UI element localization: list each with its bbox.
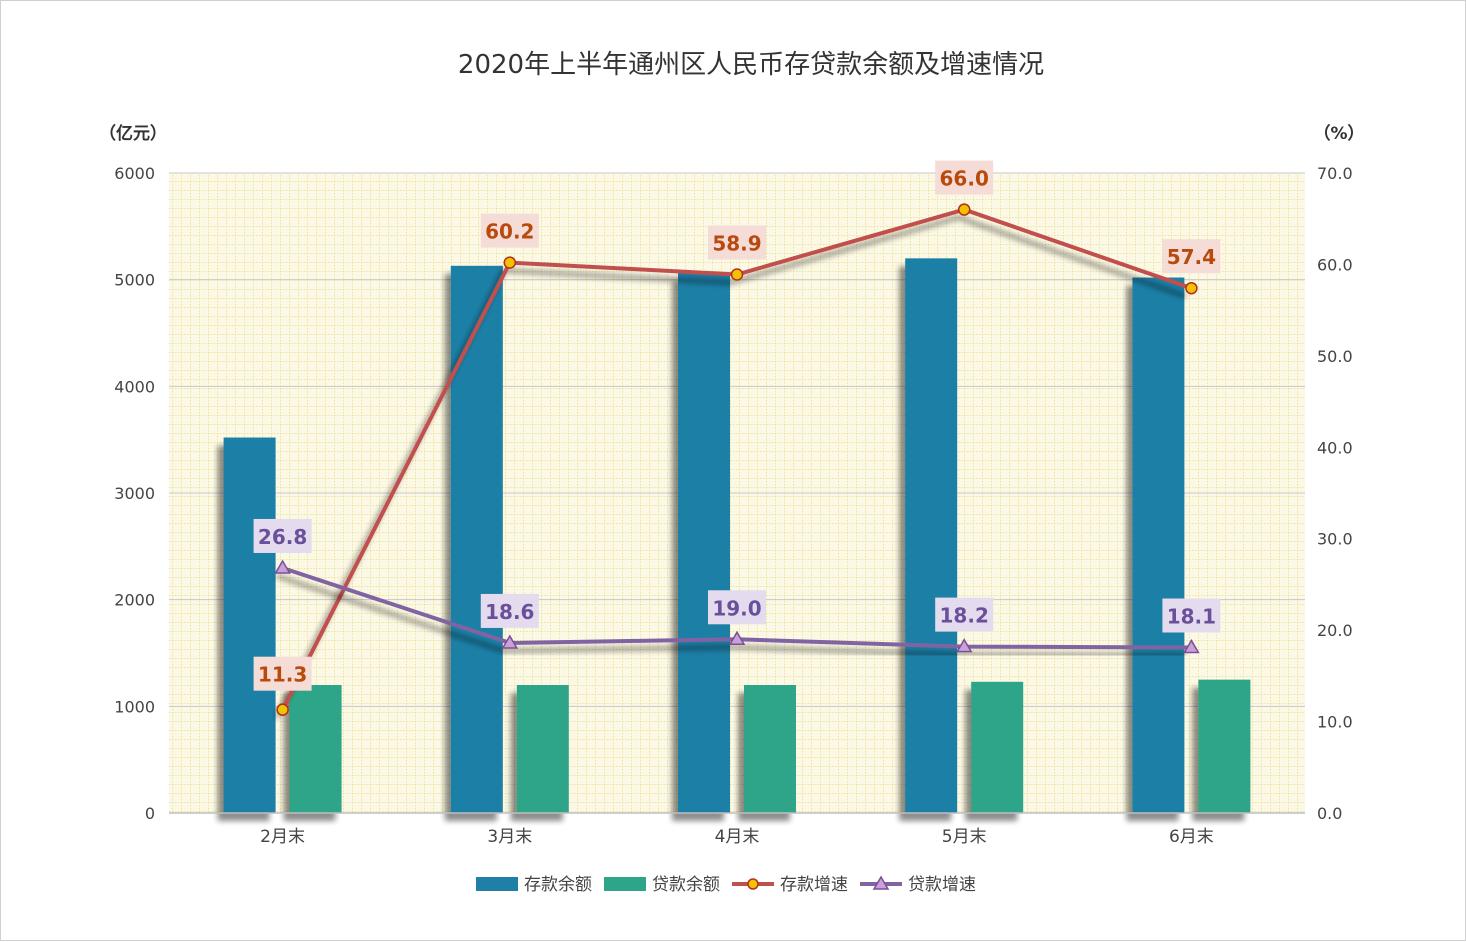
left-tick-label: 5000	[114, 271, 155, 290]
left-tick-label: 6000	[114, 164, 155, 183]
category-label: 4月末	[715, 827, 760, 847]
right-tick-label: 70.0	[1317, 164, 1353, 183]
data-label-box-loan-growth	[480, 593, 539, 628]
point-loan-growth	[501, 634, 519, 649]
chart-title: 2020年上半年通州区人民币存贷款余额及增速情况	[458, 50, 1044, 80]
data-label-deposit-growth: 58.9	[712, 231, 761, 255]
bar-deposit	[678, 273, 730, 813]
point-deposit-growth	[276, 703, 289, 716]
right-tick-label: 30.0	[1317, 530, 1353, 549]
data-label-loan-growth: 19.0	[712, 596, 761, 620]
bar-loan	[1198, 679, 1251, 813]
left-tick-label: 0	[145, 804, 155, 823]
bar-loan	[516, 685, 569, 813]
point-loan-growth	[955, 638, 973, 653]
legend-swatch	[604, 877, 646, 891]
category-label: 6月末	[1169, 827, 1214, 847]
data-label-box-deposit-growth	[708, 225, 766, 260]
category-axis: 2月末 3月末 4月末 5月末 6月末	[260, 827, 1214, 847]
right-axis-unit: （%）	[1313, 123, 1364, 144]
legend-label: 存款余额	[524, 875, 592, 895]
data-label-box-loan-growth	[935, 597, 994, 632]
category-label: 2月末	[260, 827, 305, 847]
bar-deposit	[223, 437, 276, 813]
data-label-loan-growth: 18.1	[1167, 605, 1216, 629]
point-deposit-growth	[957, 203, 971, 216]
legend-label: 存款增速	[780, 875, 848, 895]
data-label-box-loan-growth	[1162, 598, 1221, 633]
right-axis-ticks: 0.0 10.0 20.0 30.0 40.0 50.0 60.0 70.0	[1317, 164, 1353, 823]
data-label-box-deposit-growth	[935, 160, 994, 195]
right-tick-label: 20.0	[1317, 621, 1353, 640]
bar-deposit	[905, 258, 958, 813]
right-tick-label: 10.0	[1317, 713, 1353, 732]
data-label-box-deposit-growth	[480, 213, 539, 248]
point-loan-growth	[274, 559, 291, 574]
bar-deposit	[1132, 277, 1185, 813]
point-deposit-growth	[730, 268, 744, 281]
data-label-deposit-growth: 11.3	[258, 663, 307, 687]
category-label: 5月末	[942, 827, 987, 847]
legend-marker	[747, 878, 759, 890]
right-tick-label: 50.0	[1317, 347, 1353, 366]
data-label-deposit-growth: 66.0	[940, 167, 989, 191]
line-series: 11.3 60.2 58.9 66.0 57.4 26.8 18.6 19.0 18.2 18.1	[253, 160, 1221, 716]
category-label: 3月末	[487, 827, 532, 847]
data-label-loan-growth: 18.6	[485, 600, 534, 624]
point-deposit-growth	[1185, 281, 1198, 295]
data-label-box-deposit-growth	[1162, 239, 1221, 274]
right-tick-label: 0.0	[1317, 804, 1342, 823]
bar-loan	[971, 681, 1024, 813]
data-label-box-deposit-growth	[253, 656, 312, 691]
bar-loan	[289, 685, 342, 813]
bar-loan	[744, 685, 796, 813]
bar-deposit	[450, 265, 503, 813]
data-label-deposit-growth: 57.4	[1167, 245, 1216, 269]
data-label-loan-growth: 18.2	[940, 604, 989, 628]
data-label-box-loan-growth	[708, 590, 766, 625]
legend-marker	[872, 875, 890, 890]
legend-label: 贷款余额	[652, 875, 720, 895]
point-deposit-growth	[503, 256, 517, 269]
data-label-box-loan-growth	[253, 518, 312, 553]
point-loan-growth	[728, 630, 746, 646]
bar-series	[223, 258, 1251, 813]
right-tick-label: 60.0	[1317, 255, 1353, 274]
left-axis-ticks: 0 1000 2000 3000 4000 5000 6000	[114, 164, 155, 823]
left-tick-label: 4000	[114, 377, 155, 396]
legend-label: 贷款增速	[908, 875, 976, 895]
left-tick-label: 1000	[114, 697, 155, 716]
point-loan-growth	[1183, 639, 1200, 654]
left-tick-label: 3000	[114, 484, 155, 503]
legend-swatch	[476, 877, 518, 891]
left-axis-unit: （亿元）	[99, 123, 167, 144]
right-tick-label: 40.0	[1317, 438, 1353, 457]
data-label-deposit-growth: 60.2	[485, 220, 534, 244]
data-label-loan-growth: 26.8	[258, 525, 307, 549]
left-tick-label: 2000	[114, 591, 155, 610]
legend: 存款余额 贷款余额 存款增速 贷款增速	[476, 875, 976, 895]
